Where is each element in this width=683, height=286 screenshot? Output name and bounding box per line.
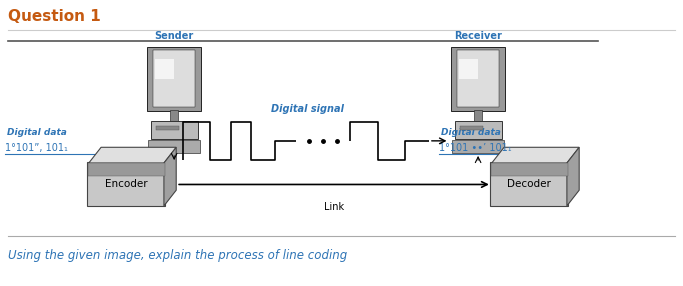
Text: Receiver: Receiver (454, 31, 502, 41)
Polygon shape (492, 147, 579, 163)
FancyBboxPatch shape (490, 162, 568, 206)
FancyBboxPatch shape (154, 50, 195, 107)
FancyBboxPatch shape (148, 140, 200, 153)
Text: Digital data: Digital data (7, 128, 67, 138)
Text: 1°101”, 101₁: 1°101”, 101₁ (5, 143, 68, 153)
Polygon shape (89, 147, 176, 163)
Text: Using the given image, explain the process of line coding: Using the given image, explain the proce… (8, 249, 348, 263)
FancyBboxPatch shape (474, 110, 482, 122)
FancyBboxPatch shape (455, 121, 501, 139)
FancyBboxPatch shape (87, 162, 165, 206)
Text: Question 1: Question 1 (8, 9, 101, 23)
FancyBboxPatch shape (154, 59, 174, 79)
FancyBboxPatch shape (451, 47, 505, 111)
Text: Digital signal: Digital signal (271, 104, 344, 114)
FancyBboxPatch shape (170, 110, 178, 122)
FancyBboxPatch shape (150, 121, 198, 139)
Text: 1°101 ••’ 101₁: 1°101 ••’ 101₁ (439, 143, 512, 153)
FancyBboxPatch shape (460, 126, 483, 130)
FancyBboxPatch shape (88, 163, 165, 176)
FancyBboxPatch shape (452, 140, 504, 153)
Text: Decoder: Decoder (507, 180, 551, 189)
FancyBboxPatch shape (459, 59, 478, 79)
FancyBboxPatch shape (458, 50, 499, 107)
FancyBboxPatch shape (156, 126, 179, 130)
Text: Digital data: Digital data (441, 128, 501, 138)
Polygon shape (567, 147, 579, 206)
FancyBboxPatch shape (148, 47, 201, 111)
Text: Encoder: Encoder (105, 180, 148, 189)
Polygon shape (164, 147, 176, 206)
Text: Link: Link (324, 202, 344, 212)
FancyBboxPatch shape (491, 163, 568, 176)
Text: Sender: Sender (154, 31, 194, 41)
